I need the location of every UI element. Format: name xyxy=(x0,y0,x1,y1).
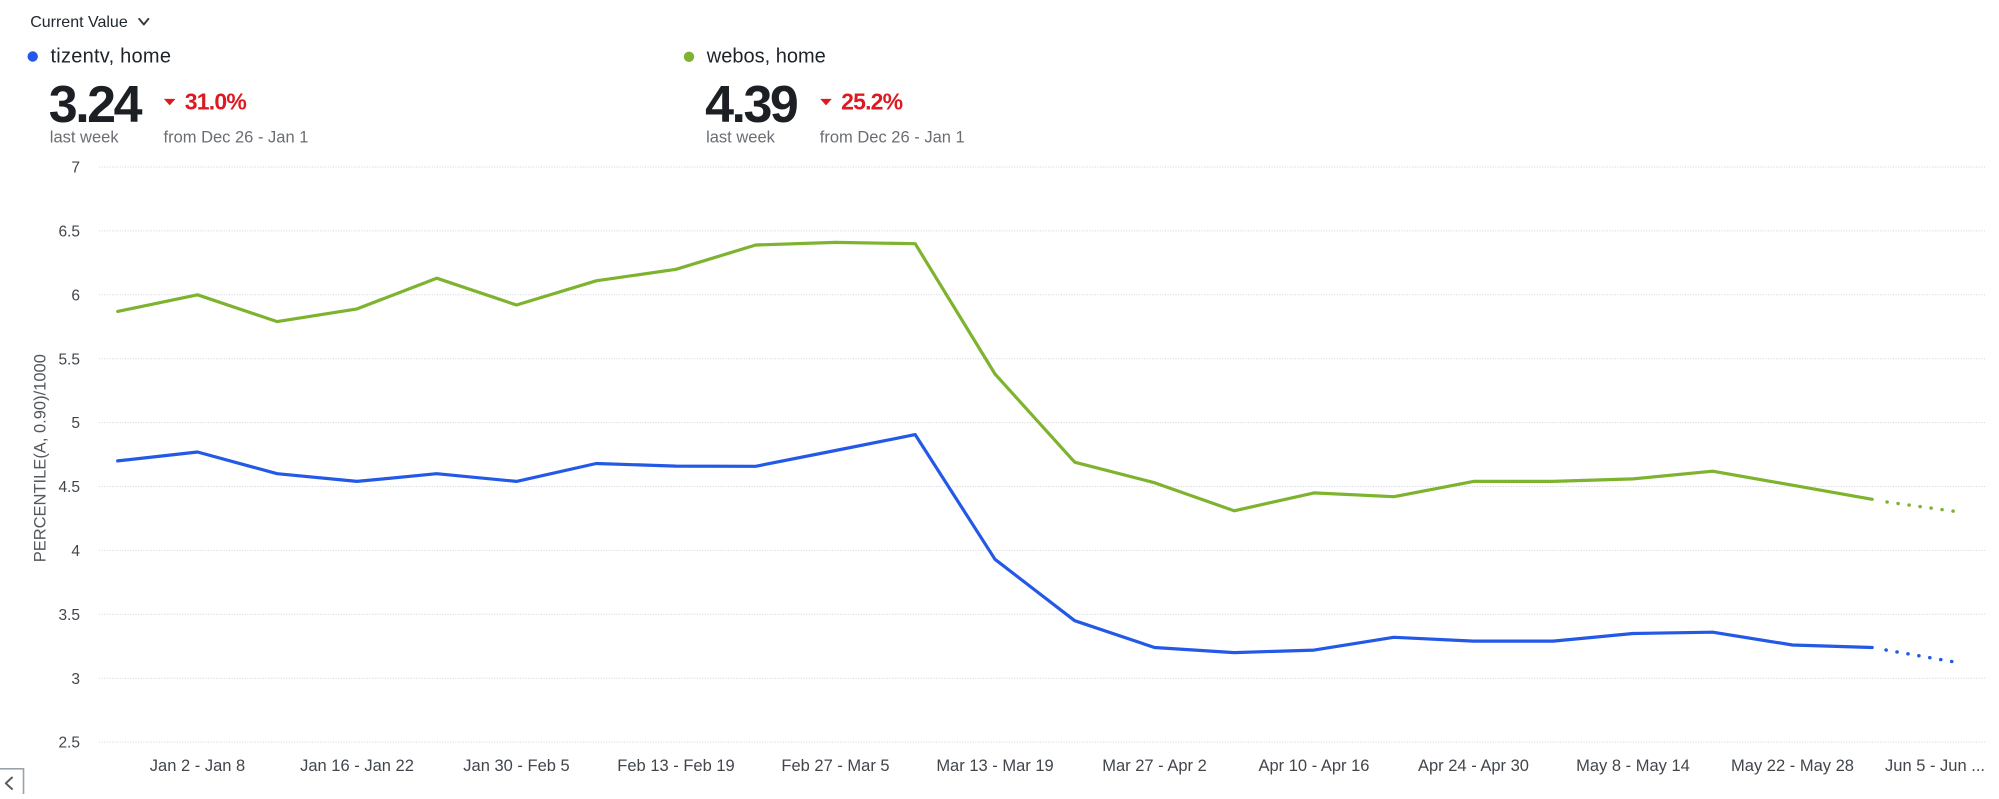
svg-text:May 22 - May 28: May 22 - May 28 xyxy=(1731,757,1854,775)
svg-text:last week: last week xyxy=(706,128,776,146)
svg-text:3: 3 xyxy=(71,671,80,688)
svg-text:Mar 13 - Mar 19: Mar 13 - Mar 19 xyxy=(936,757,1053,775)
svg-text:7: 7 xyxy=(71,160,80,177)
svg-text:25.2%: 25.2% xyxy=(841,88,903,114)
svg-text:Jun 5 - Jun ...: Jun 5 - Jun ... xyxy=(1885,757,1985,775)
svg-text:Feb 13 - Feb 19: Feb 13 - Feb 19 xyxy=(617,757,734,775)
svg-text:Apr 24 - Apr 30: Apr 24 - Apr 30 xyxy=(1418,757,1529,775)
svg-text:tizentv, home: tizentv, home xyxy=(51,46,172,68)
svg-text:4.39: 4.39 xyxy=(705,76,797,134)
svg-text:Mar 27 - Apr 2: Mar 27 - Apr 2 xyxy=(1102,757,1207,775)
svg-text:May 8 - May 14: May 8 - May 14 xyxy=(1576,757,1690,775)
svg-text:PERCENTILE(A, 0.90)/1000: PERCENTILE(A, 0.90)/1000 xyxy=(31,354,49,562)
svg-text:Jan 2 - Jan 8: Jan 2 - Jan 8 xyxy=(150,757,245,775)
svg-text:5: 5 xyxy=(71,415,80,432)
svg-text:4: 4 xyxy=(71,543,80,560)
svg-text:6: 6 xyxy=(71,287,80,304)
svg-text:from Dec 26 - Jan 1: from Dec 26 - Jan 1 xyxy=(820,128,965,146)
svg-text:5.5: 5.5 xyxy=(58,351,80,368)
svg-text:6.5: 6.5 xyxy=(58,224,80,241)
svg-text:2.5: 2.5 xyxy=(58,735,80,752)
svg-text:from Dec 26 - Jan 1: from Dec 26 - Jan 1 xyxy=(164,128,309,146)
svg-text:webos, home: webos, home xyxy=(706,46,826,68)
svg-text:Jan 16 - Jan 22: Jan 16 - Jan 22 xyxy=(300,757,414,775)
svg-text:4.5: 4.5 xyxy=(58,479,80,496)
svg-text:last week: last week xyxy=(50,128,120,146)
svg-text:3.5: 3.5 xyxy=(58,607,80,624)
svg-text:Current Value: Current Value xyxy=(30,14,128,31)
svg-text:3.24: 3.24 xyxy=(49,76,143,134)
svg-text:Apr 10 - Apr 16: Apr 10 - Apr 16 xyxy=(1259,757,1370,775)
svg-text:Jan 30 - Feb 5: Jan 30 - Feb 5 xyxy=(463,757,569,775)
svg-text:31.0%: 31.0% xyxy=(185,88,247,114)
svg-text:Feb 27 - Mar 5: Feb 27 - Mar 5 xyxy=(781,757,889,775)
